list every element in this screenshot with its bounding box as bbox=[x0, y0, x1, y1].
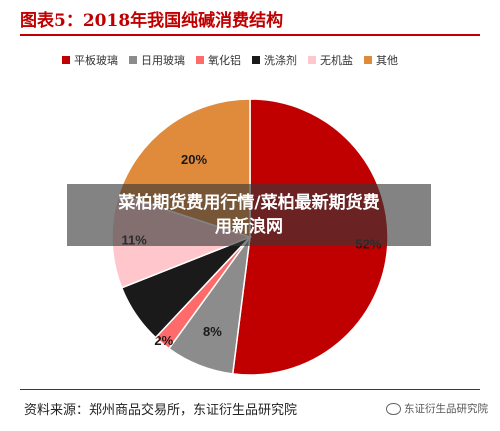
legend-swatch bbox=[196, 56, 204, 64]
data-label: 20% bbox=[181, 152, 207, 167]
legend-label: 其他 bbox=[376, 54, 398, 67]
legend-swatch bbox=[364, 56, 372, 64]
wechat-icon bbox=[386, 402, 401, 415]
legend-item: 无机盐 bbox=[308, 52, 353, 68]
legend-label: 无机盐 bbox=[320, 54, 353, 67]
source-divider bbox=[20, 389, 480, 390]
chart-title: 图表5：2018年我国纯碱消费结构 bbox=[20, 11, 284, 31]
data-label: 2% bbox=[154, 333, 173, 348]
legend-swatch bbox=[129, 56, 137, 64]
overlay-banner: 菜柏期货费用行情/菜柏最新期货费 用新浪网 bbox=[67, 184, 431, 246]
legend-swatch bbox=[308, 56, 316, 64]
legend-item: 平板玻璃 bbox=[62, 52, 118, 68]
chart-legend: 平板玻璃 日用玻璃 氧化铝 洗涤剂 无机盐 其他 bbox=[62, 52, 398, 68]
title-divider bbox=[20, 34, 480, 36]
legend-swatch bbox=[252, 56, 260, 64]
legend-item: 氧化铝 bbox=[196, 52, 241, 68]
data-label: 8% bbox=[203, 324, 222, 339]
legend-label: 平板玻璃 bbox=[74, 54, 118, 67]
legend-item: 日用玻璃 bbox=[129, 52, 185, 68]
source-note: 资料来源：郑州商品交易所，东证衍生品研究院 bbox=[24, 403, 298, 418]
legend-item: 洗涤剂 bbox=[252, 52, 297, 68]
data-label: 7% bbox=[147, 293, 166, 308]
overlay-banner-line2: 用新浪网 bbox=[215, 217, 283, 237]
watermark-text: 东证衍生品研究院 bbox=[404, 403, 488, 415]
legend-label: 氧化铝 bbox=[208, 54, 241, 67]
legend-label: 洗涤剂 bbox=[264, 54, 297, 67]
legend-label: 日用玻璃 bbox=[141, 54, 185, 67]
watermark: 东证衍生品研究院 bbox=[386, 401, 488, 416]
legend-item: 其他 bbox=[364, 52, 398, 68]
overlay-banner-line1: 菜柏期货费用行情/菜柏最新期货费 bbox=[118, 193, 380, 213]
legend-swatch bbox=[62, 56, 70, 64]
